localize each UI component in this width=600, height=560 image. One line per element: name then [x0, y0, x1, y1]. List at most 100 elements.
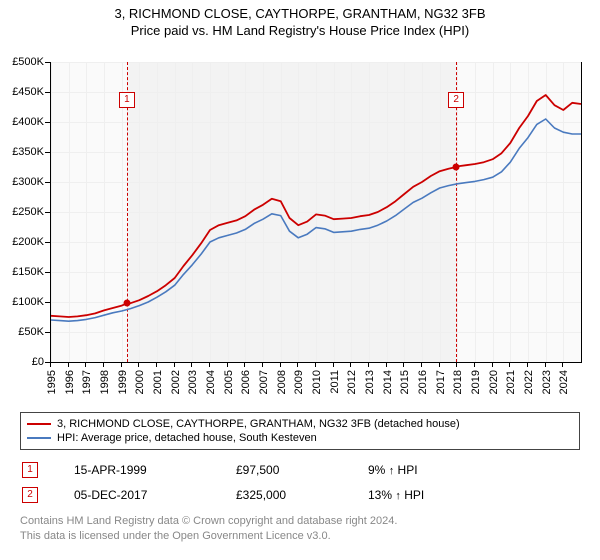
x-axis-label: 2014 — [382, 370, 394, 394]
x-tick — [545, 362, 546, 367]
event-price: £97,500 — [236, 458, 366, 481]
x-axis-label: 2022 — [523, 370, 535, 394]
arrow-up-icon: ↑ — [389, 465, 395, 477]
chart-area: £0 £50K £100K £150K £200K £250K £300K £350K £400… — [0, 42, 600, 412]
legend-item: 3, RICHMOND CLOSE, CAYTHORPE, GRANTHAM, … — [27, 417, 573, 431]
x-tick — [527, 362, 528, 367]
x-axis-label: 2000 — [134, 370, 146, 394]
x-axis-label: 2013 — [364, 370, 376, 394]
footer-line-2: This data is licensed under the Open Gov… — [20, 529, 580, 543]
x-tick — [368, 362, 369, 367]
x-tick — [421, 362, 422, 367]
x-tick — [350, 362, 351, 367]
x-axis-label: 1997 — [81, 370, 93, 394]
x-axis-label: 2008 — [276, 370, 288, 394]
x-axis-label: 2001 — [152, 370, 164, 394]
arrow-up-icon: ↑ — [395, 490, 401, 502]
legend-swatch — [27, 423, 51, 425]
series-line — [51, 119, 581, 321]
y-tick — [45, 302, 50, 303]
y-axis-label: £350K — [2, 146, 44, 158]
footer-note: Contains HM Land Registry data © Crown c… — [20, 514, 580, 549]
event-row: 2 05-DEC-2017£325,00013% ↑ HPI — [22, 483, 578, 506]
y-axis-label: £250K — [2, 206, 44, 218]
x-tick — [333, 362, 334, 367]
event-price: £325,000 — [236, 483, 366, 506]
x-tick — [509, 362, 510, 367]
x-axis-label: 1998 — [99, 370, 111, 394]
y-axis-label: £100K — [2, 296, 44, 308]
legend-box: 3, RICHMOND CLOSE, CAYTHORPE, GRANTHAM, … — [20, 412, 580, 451]
event-pct: 13% ↑ HPI — [368, 483, 578, 506]
y-axis-label: £400K — [2, 116, 44, 128]
y-tick — [45, 272, 50, 273]
x-axis-label: 2005 — [223, 370, 235, 394]
x-tick — [121, 362, 122, 367]
x-tick — [456, 362, 457, 367]
y-tick — [45, 242, 50, 243]
x-tick — [403, 362, 404, 367]
y-axis-label: £500K — [2, 56, 44, 68]
event-marker-dot — [453, 163, 460, 170]
x-tick — [439, 362, 440, 367]
x-axis-label: 2020 — [488, 370, 500, 394]
chart-subtitle: Price paid vs. HM Land Registry's House … — [0, 23, 600, 40]
x-axis-label: 2011 — [329, 370, 341, 394]
x-axis-label: 2019 — [470, 370, 482, 394]
x-axis-label: 2004 — [205, 370, 217, 394]
x-tick — [492, 362, 493, 367]
y-axis-label: £150K — [2, 266, 44, 278]
y-axis-label: £300K — [2, 176, 44, 188]
event-marker-label: 1 — [119, 92, 135, 108]
x-tick — [209, 362, 210, 367]
x-tick — [315, 362, 316, 367]
x-tick — [103, 362, 104, 367]
x-axis-label: 2018 — [452, 370, 464, 394]
x-axis-label: 2021 — [505, 370, 517, 394]
y-tick — [45, 122, 50, 123]
x-tick — [227, 362, 228, 367]
y-axis-label: £450K — [2, 86, 44, 98]
y-tick — [45, 212, 50, 213]
x-tick — [191, 362, 192, 367]
x-axis-label: 2007 — [258, 370, 270, 394]
event-id-box: 1 — [22, 462, 38, 478]
x-tick — [297, 362, 298, 367]
x-tick — [262, 362, 263, 367]
y-tick — [45, 92, 50, 93]
event-marker-dot — [123, 300, 130, 307]
x-axis-label: 2023 — [541, 370, 553, 394]
page-container: 3, RICHMOND CLOSE, CAYTHORPE, GRANTHAM, … — [0, 0, 600, 549]
event-row: 115-APR-1999£97,5009% ↑ HPI — [22, 458, 578, 481]
x-tick — [386, 362, 387, 367]
x-tick — [68, 362, 69, 367]
chart-title: 3, RICHMOND CLOSE, CAYTHORPE, GRANTHAM, … — [0, 6, 600, 23]
x-axis-label: 2010 — [311, 370, 323, 394]
y-axis-label: £200K — [2, 236, 44, 248]
x-axis-label: 1996 — [64, 370, 76, 394]
legend-swatch — [27, 437, 51, 439]
x-tick — [156, 362, 157, 367]
x-axis-label: 2024 — [558, 370, 570, 394]
x-axis-label: 1999 — [117, 370, 129, 394]
x-tick — [474, 362, 475, 367]
event-id-box: 2 — [22, 487, 38, 503]
x-tick — [85, 362, 86, 367]
x-tick — [174, 362, 175, 367]
y-axis-label: £50K — [2, 326, 44, 338]
footer-line-1: Contains HM Land Registry data © Crown c… — [20, 514, 580, 528]
x-tick — [562, 362, 563, 367]
x-axis-label: 2003 — [187, 370, 199, 394]
x-axis-label: 2012 — [346, 370, 358, 394]
y-tick — [45, 332, 50, 333]
x-tick — [50, 362, 51, 367]
x-tick — [280, 362, 281, 367]
x-axis-label: 2006 — [240, 370, 252, 394]
x-axis-label: 2016 — [417, 370, 429, 394]
x-axis-label: 2009 — [293, 370, 305, 394]
x-axis-label: 2017 — [435, 370, 447, 394]
event-pct: 9% ↑ HPI — [368, 458, 578, 481]
legend-label: 3, RICHMOND CLOSE, CAYTHORPE, GRANTHAM, … — [57, 417, 460, 431]
y-axis-label: £0 — [2, 356, 44, 368]
event-date: 05-DEC-2017 — [74, 483, 234, 506]
